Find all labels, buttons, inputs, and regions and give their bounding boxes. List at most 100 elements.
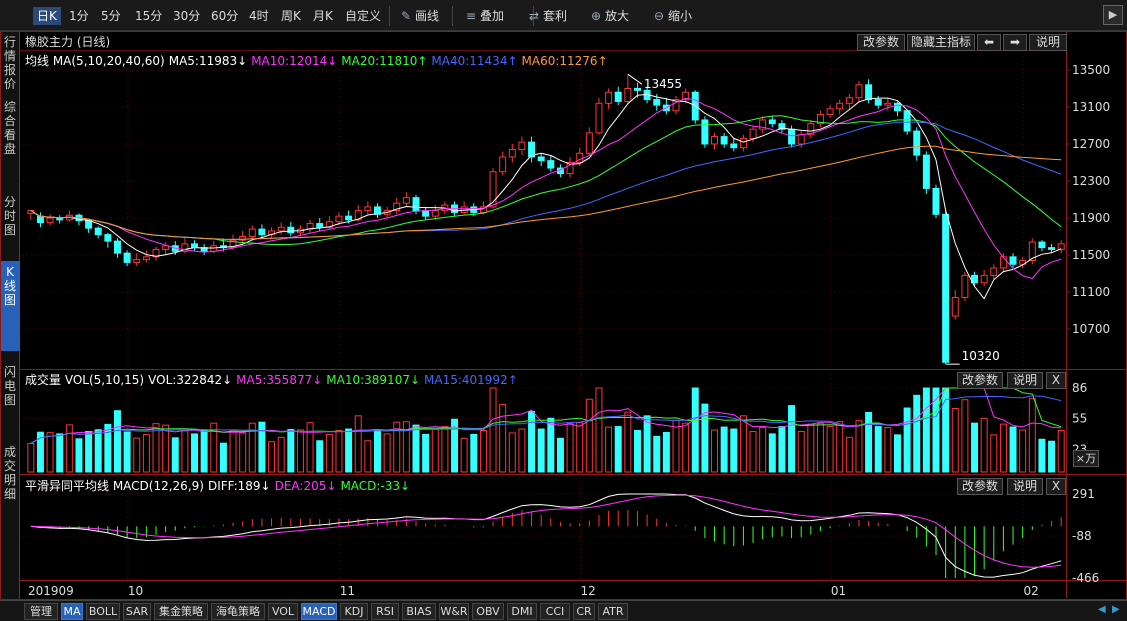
- indicator-tab-16[interactable]: ATR: [598, 603, 628, 620]
- candle-body: [316, 223, 324, 228]
- volume-bar: [990, 434, 998, 473]
- volume-help-button[interactable]: 说明: [1007, 372, 1043, 389]
- volume-bar: [576, 422, 584, 473]
- indicator-tab-8[interactable]: KDJ: [340, 603, 368, 620]
- volume-bar: [104, 423, 112, 473]
- tool-pen-button[interactable]: ✎ 画线: [395, 7, 443, 25]
- candle-body: [788, 128, 796, 145]
- scroll-right-icon[interactable]: ▶: [1112, 604, 1120, 615]
- x-tick-label: 201909: [28, 584, 74, 598]
- tool-label: 画线: [415, 9, 440, 23]
- candle-body: [855, 84, 863, 99]
- indicator-tab-13[interactable]: DMI: [507, 603, 537, 620]
- candle-body: [893, 102, 901, 112]
- period-tab-9[interactable]: 自定义: [345, 9, 382, 23]
- indicator-tab-11[interactable]: W&R: [439, 603, 469, 620]
- indicator-tab-1[interactable]: MA: [61, 603, 83, 620]
- volume-bar: [913, 394, 921, 473]
- period-tab-3[interactable]: 15分: [135, 9, 163, 23]
- chevron-right-icon[interactable]: ▶: [1103, 5, 1123, 25]
- y-tick-label: 11500: [1072, 248, 1110, 262]
- main-params-button[interactable]: 改参数: [857, 34, 905, 51]
- macd-close-button[interactable]: X: [1046, 478, 1066, 495]
- period-tab-5[interactable]: 60分: [211, 9, 239, 23]
- candle-body: [364, 206, 372, 212]
- period-tab-2[interactable]: 5分: [101, 9, 121, 23]
- candle-body: [836, 102, 844, 110]
- volume-bar: [537, 428, 545, 473]
- tool-label: 叠加: [480, 9, 505, 23]
- ma20-line: [30, 115, 1062, 245]
- x-tick-label: 01: [831, 584, 846, 598]
- indicator-tab-4[interactable]: 集金策略: [154, 603, 208, 620]
- period-tab-1[interactable]: 1分: [69, 9, 89, 23]
- sidebar-item-0[interactable]: 行情报价: [3, 35, 16, 91]
- volume-bar: [36, 431, 44, 473]
- period-tab-8[interactable]: 月K: [313, 9, 333, 23]
- volume-bar: [142, 434, 150, 473]
- period-tab-0[interactable]: 日K: [33, 7, 61, 25]
- main-help-button[interactable]: 说明: [1029, 34, 1067, 51]
- candle-body: [874, 99, 882, 106]
- indicator-tab-5[interactable]: 海龟策略: [211, 603, 265, 620]
- volume-bar: [788, 405, 796, 473]
- indicator-tab-15[interactable]: CR: [573, 603, 595, 620]
- ma10-line: [30, 97, 1062, 280]
- candle-body: [518, 141, 526, 151]
- candle-body: [807, 123, 815, 136]
- candle-body: [191, 243, 199, 249]
- candle-body: [258, 228, 266, 236]
- sidebar-item-2[interactable]: 分时图: [3, 195, 16, 237]
- candle-body: [412, 197, 420, 212]
- indicator-tab-9[interactable]: RSI: [371, 603, 399, 620]
- period-tab-7[interactable]: 周K: [281, 9, 301, 23]
- indicator-tab-0[interactable]: 管理: [24, 603, 58, 620]
- kline-chart[interactable]: 13500 13100 12700 12300 11900 11500 11100 10700…: [0, 0, 1127, 600]
- volume-bar: [306, 422, 314, 473]
- volume-params-button[interactable]: 改参数: [957, 372, 1003, 389]
- indicator-tab-14[interactable]: CCI: [540, 603, 570, 620]
- candle-body: [1009, 256, 1017, 265]
- indicator-tab-6[interactable]: VOL: [268, 603, 298, 620]
- candle-body: [373, 206, 381, 215]
- candle-body: [431, 210, 439, 217]
- tool-zoom-in-button[interactable]: ⊕ 放大: [585, 7, 633, 25]
- sidebar-item-5[interactable]: 成交明细: [3, 445, 16, 501]
- y-tick-label: 12300: [1072, 174, 1110, 188]
- sidebar-item-4[interactable]: 闪电图: [3, 365, 16, 407]
- scroll-right-button[interactable]: ➡: [1003, 34, 1027, 51]
- indicator-tab-3[interactable]: SAR: [123, 603, 151, 620]
- candle-body: [711, 136, 719, 145]
- candle-body: [94, 227, 102, 236]
- tool-zoom-out-button[interactable]: ⊖ 缩小: [648, 7, 696, 25]
- main-chart-title: 橡胶主力 (日线): [25, 35, 111, 49]
- volume-bar: [94, 429, 102, 473]
- macd-help-button[interactable]: 说明: [1007, 478, 1043, 495]
- indicator-tab-7[interactable]: MACD: [301, 603, 337, 620]
- indicator-tab-10[interactable]: BIAS: [402, 603, 436, 620]
- legend-item: MA15:401992↑: [424, 373, 518, 387]
- volume-bar: [229, 430, 237, 473]
- scroll-left-button[interactable]: ⬅: [977, 34, 1001, 51]
- hide-main-indicator-button[interactable]: 隐藏主指标: [907, 34, 975, 51]
- volume-close-button[interactable]: X: [1046, 372, 1066, 389]
- macd-params-button[interactable]: 改参数: [957, 478, 1003, 495]
- volume-bar: [1048, 440, 1056, 473]
- candle-body: [865, 84, 873, 101]
- period-tab-6[interactable]: 4时: [249, 9, 269, 23]
- candle-body: [816, 113, 824, 125]
- toolbar-separator: [389, 6, 390, 26]
- volume-unit-badge[interactable]: ×万: [1073, 450, 1099, 467]
- volume-bar: [373, 430, 381, 473]
- indicator-tab-12[interactable]: OBV: [472, 603, 504, 620]
- scroll-left-icon[interactable]: ◀: [1098, 604, 1106, 615]
- indicator-tab-2[interactable]: BOLL: [86, 603, 120, 620]
- tool-stack-button[interactable]: ≡ 叠加: [460, 7, 508, 25]
- volume-bar: [547, 417, 555, 473]
- period-tab-4[interactable]: 30分: [173, 9, 201, 23]
- sidebar-item-1[interactable]: 综合看盘: [3, 100, 16, 156]
- candle-body: [759, 119, 767, 130]
- macd-y-tick-label: 291: [1072, 487, 1095, 501]
- tool-arbitrage-button[interactable]: ⇄ 套利: [523, 7, 571, 25]
